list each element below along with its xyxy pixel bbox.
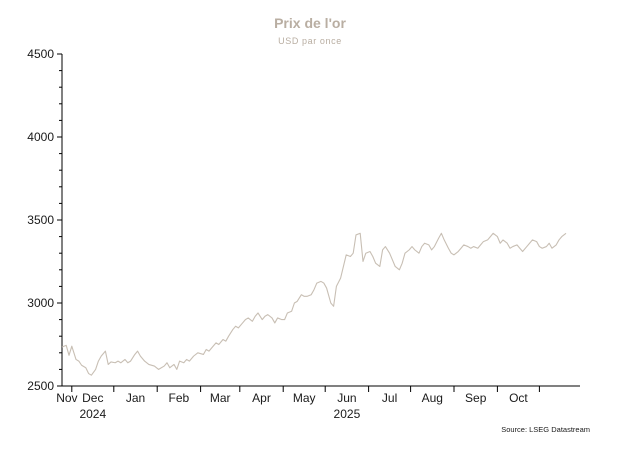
chart-subtitle: USD par once: [278, 36, 342, 46]
x-tick-label: Feb: [169, 391, 190, 405]
x-tick-label: Jun: [337, 391, 356, 405]
y-tick-label: 2500: [27, 379, 54, 393]
gold-price-line: [61, 232, 567, 376]
x-year-label: 2025: [334, 407, 361, 421]
x-tick-label: Nov: [56, 391, 77, 405]
x-tick-label: Apr: [252, 391, 271, 405]
y-tick-label: 3500: [27, 213, 54, 227]
x-tick-label: Jul: [382, 391, 397, 405]
y-axis: 2500 3000 3500 4000 4500: [27, 47, 63, 393]
x-tick-label: Sep: [465, 391, 487, 405]
x-tick-label: Jan: [126, 391, 145, 405]
source-note: Source: LSEG Datastream: [501, 425, 590, 434]
x-tick-label: May: [293, 391, 316, 405]
y-tick-label: 4500: [27, 47, 54, 61]
x-axis: Nov Dec Jan Feb Mar Apr May Jun Jul Aug Sep Oct 2024…: [56, 385, 580, 421]
x-tick-label: Oct: [509, 391, 528, 405]
x-year-label: 2024: [79, 407, 106, 421]
series-group: [61, 232, 567, 376]
x-tick-label: Dec: [82, 391, 103, 405]
y-tick-label: 3000: [27, 296, 54, 310]
chart-title: Prix de l'or: [274, 15, 346, 31]
x-tick-label: Aug: [422, 391, 443, 405]
y-tick-label: 4000: [27, 130, 54, 144]
x-tick-label: Mar: [210, 391, 231, 405]
